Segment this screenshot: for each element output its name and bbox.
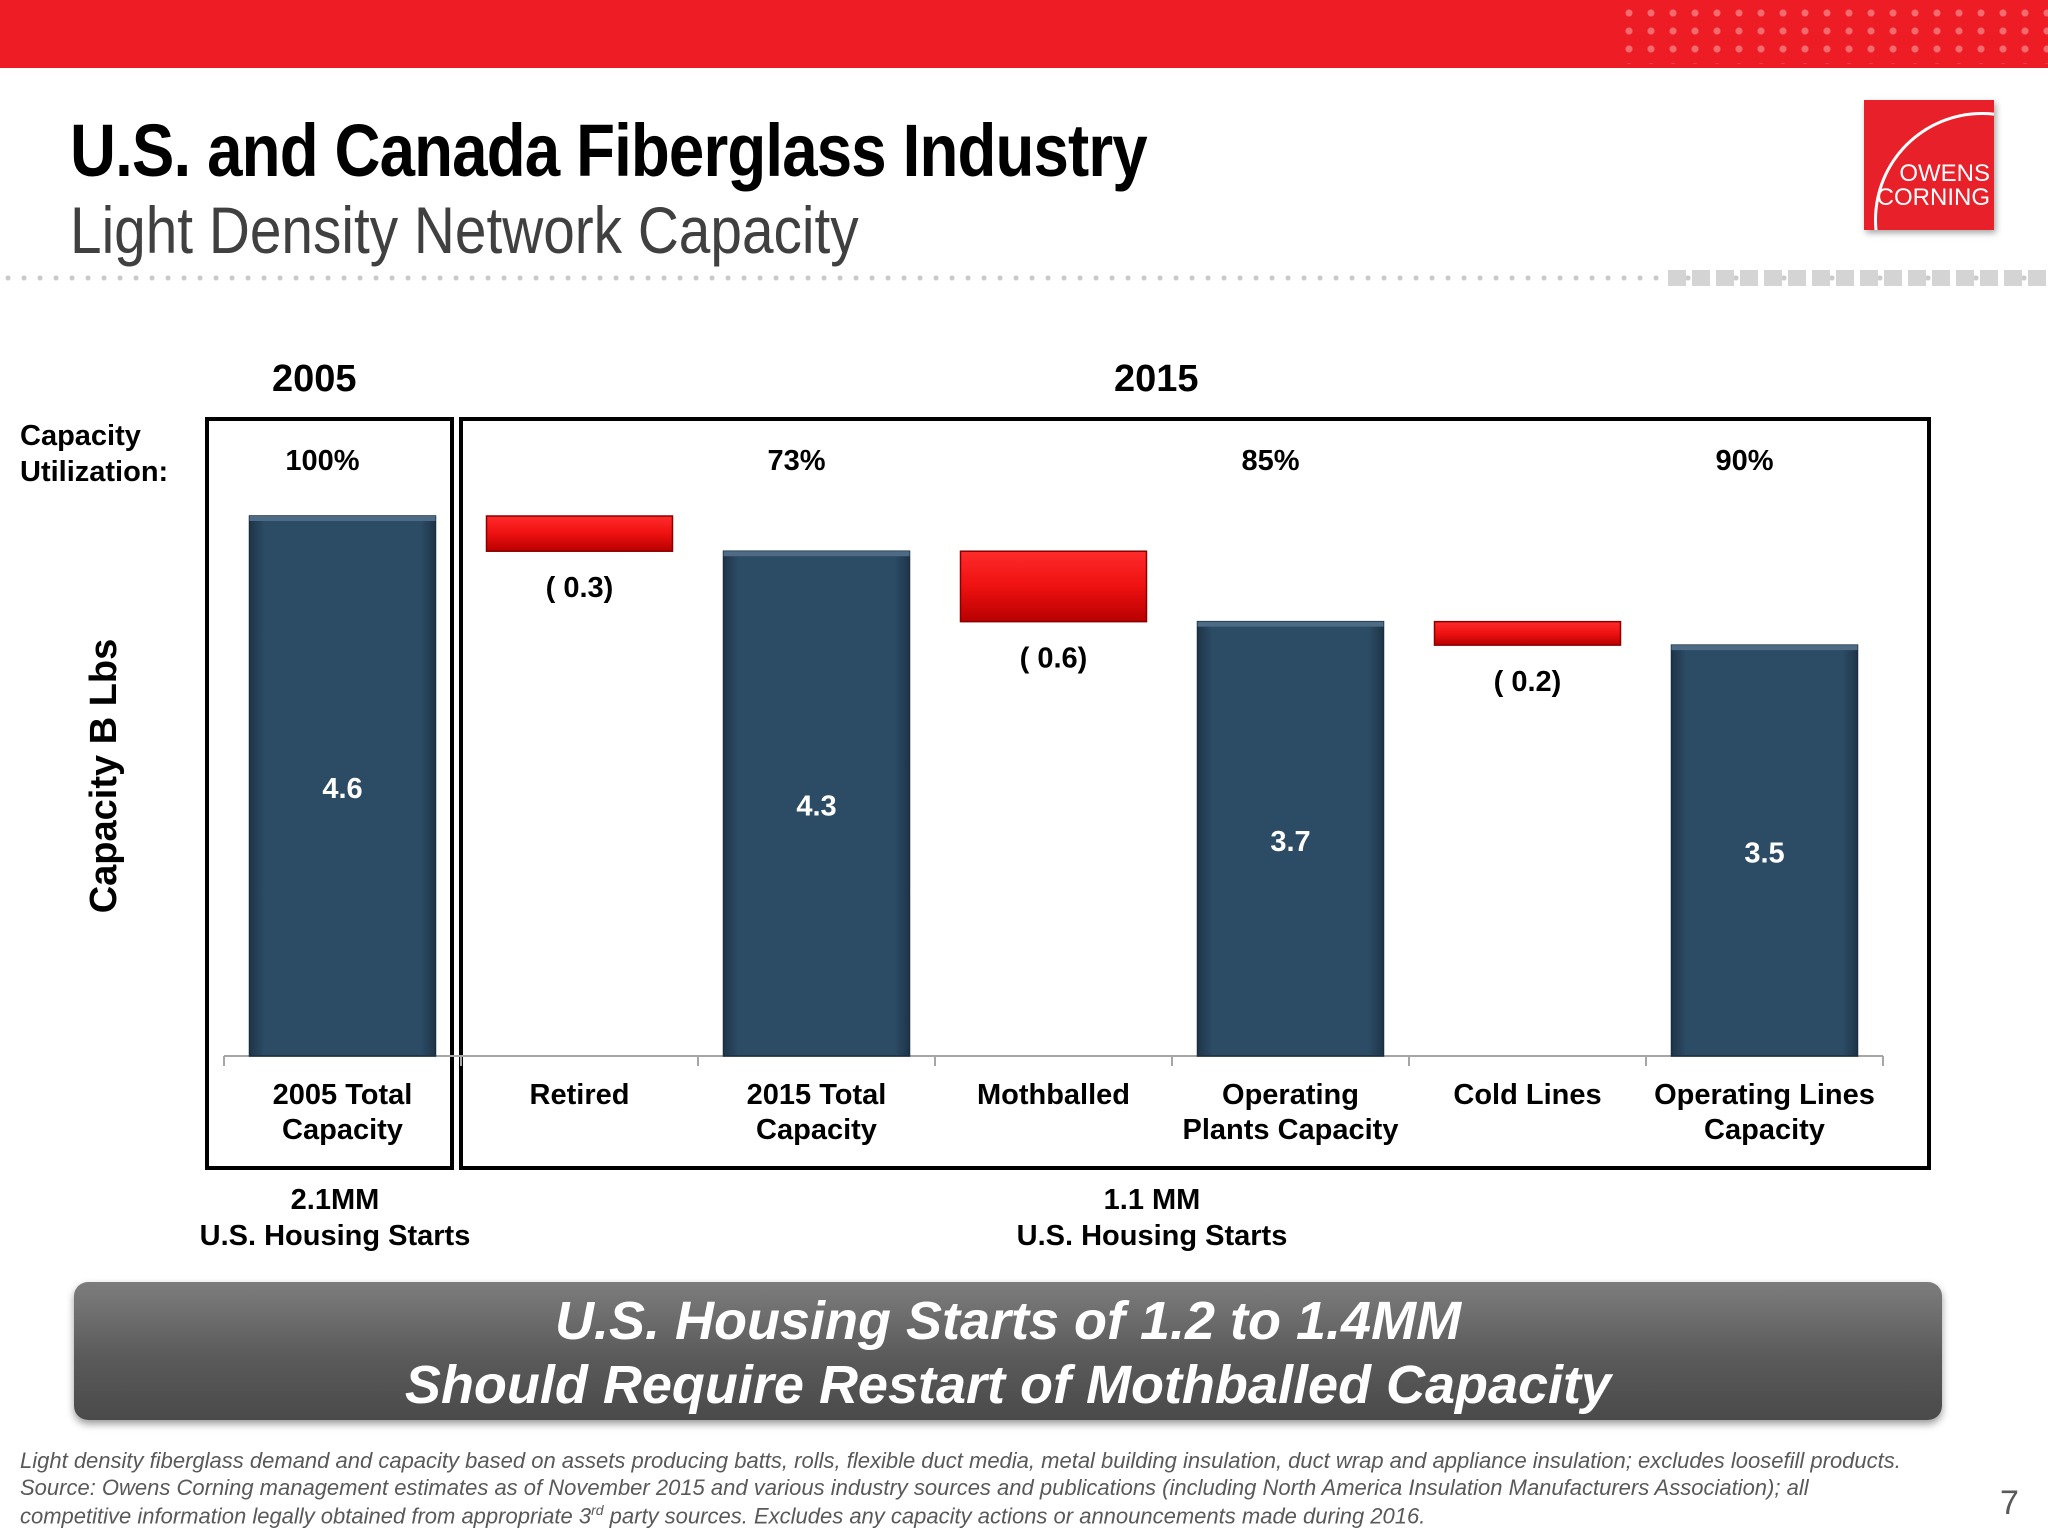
housing-starts-2015-value: 1.1 MM xyxy=(1103,1184,1201,1216)
chart-axis xyxy=(223,1055,1884,1066)
x-category-label-line: Plants Capacity xyxy=(1183,1114,1399,1146)
x-category-label-line: Operating xyxy=(1222,1079,1359,1111)
chart-frames xyxy=(205,417,1931,1170)
footnote-line-3: competitive information legally obtained… xyxy=(20,1502,1425,1529)
footnote-superscript: rd xyxy=(591,1502,604,1518)
total-bar-highlight xyxy=(249,516,436,521)
slide-subtitle: Light Density Network Capacity xyxy=(70,193,859,267)
x-category-label: 2015 Total Capacity xyxy=(747,1079,887,1146)
x-category-label-line: Operating Lines xyxy=(1654,1079,1875,1111)
page-number: 7 xyxy=(2000,1484,2019,1522)
x-category-label-line: Capacity xyxy=(282,1114,403,1146)
utilization-value: 90% xyxy=(1715,445,1773,477)
housing-starts-2005: 2.1MM U.S. Housing Starts xyxy=(150,1182,520,1254)
x-category-label: 2005 Total Capacity xyxy=(273,1079,413,1146)
housing-starts-2015-caption: U.S. Housing Starts xyxy=(1016,1220,1288,1252)
housing-starts-2005-caption: U.S. Housing Starts xyxy=(199,1220,471,1252)
x-category-label-line: Mothballed xyxy=(977,1079,1130,1111)
x-category-label: Cold Lines xyxy=(1453,1079,1601,1111)
banner-line-2: Should Require Restart of Mothballed Cap… xyxy=(404,1355,1612,1415)
chart-bars xyxy=(248,515,1859,1057)
x-category-label-line: Capacity xyxy=(756,1114,877,1146)
total-bar xyxy=(1670,644,1859,1057)
bar-change-label: ( 0.2) xyxy=(1494,666,1562,698)
year-2005-label: 2005 xyxy=(272,358,357,400)
bar-value-label: 3.7 xyxy=(1270,826,1310,858)
owens-corning-logo: OWENS CORNING xyxy=(1864,100,1994,230)
total-bar-highlight xyxy=(1671,645,1858,651)
footnote-line-2: Source: Owens Corning management estimat… xyxy=(20,1475,1809,1500)
bar-change-label: ( 0.6) xyxy=(1020,643,1088,675)
utilization-value: 73% xyxy=(767,445,825,477)
logo-line-1: OWENS xyxy=(1899,160,1990,187)
total-bar xyxy=(1196,620,1385,1057)
logo-line-2: CORNING xyxy=(1876,184,1990,211)
bar-change-label: ( 0.3) xyxy=(546,572,614,604)
footnote-line-1: Light density fiberglass demand and capa… xyxy=(20,1448,1901,1473)
x-category-label: Operating Lines Capacity xyxy=(1654,1079,1875,1146)
frame-2015 xyxy=(459,417,1931,1170)
footnote-line-3-tail: party sources. Excludes any capacity act… xyxy=(603,1503,1426,1529)
housing-starts-2005-value: 2.1MM xyxy=(290,1184,380,1216)
x-category-label-line: 2015 Total xyxy=(747,1079,887,1111)
y-axis-label: Capacity B Lbs xyxy=(83,639,125,914)
title-divider xyxy=(0,274,2048,282)
banner-line-1: U.S. Housing Starts of 1.2 to 1.4MM xyxy=(554,1291,1462,1351)
utilization-value: 85% xyxy=(1241,445,1299,477)
x-category-label-line: Retired xyxy=(530,1079,630,1111)
utilization-heading-line-1: Capacity xyxy=(20,420,141,452)
x-category-label-line: Capacity xyxy=(1704,1114,1825,1146)
total-bar-highlight xyxy=(1197,621,1384,627)
utilization-heading: Capacity Utilization: xyxy=(20,418,168,490)
title-divider-bars xyxy=(1668,270,2048,286)
bar-value-label: 4.6 xyxy=(322,773,362,805)
utilization-heading-line-2: Utilization: xyxy=(20,456,169,488)
footnote-line-3-text: competitive information legally obtained… xyxy=(20,1503,592,1529)
decrease-bar xyxy=(1433,620,1622,646)
frame-2005 xyxy=(205,417,454,1170)
year-2015-label: 2015 xyxy=(1114,358,1199,400)
utilization-value: 100% xyxy=(285,445,359,477)
x-category-label: Retired xyxy=(530,1079,630,1111)
waterfall-chart: 4.6 ( 0.3) 4.3 ( 0.6) 3.7 ( 0.2) 3.5 2005 Total… xyxy=(83,417,1931,1170)
housing-starts-2015: 1.1 MM U.S. Housing Starts xyxy=(952,1182,1352,1254)
x-category-label: Operating Plants Capacity xyxy=(1183,1079,1399,1146)
header-band-pattern xyxy=(1618,4,2048,64)
bar-value-label: 3.5 xyxy=(1744,838,1784,870)
x-category-label: Mothballed xyxy=(977,1079,1130,1111)
chart-labels: 4.6 ( 0.3) 4.3 ( 0.6) 3.7 ( 0.2) 3.5 2005 Total… xyxy=(83,445,1875,1146)
total-bar xyxy=(722,550,911,1057)
decrease-bar xyxy=(485,515,674,552)
bar-value-label: 4.3 xyxy=(796,791,836,823)
x-category-label-line: 2005 Total xyxy=(273,1079,413,1111)
total-bar xyxy=(248,515,437,1057)
total-bar-highlight xyxy=(723,551,910,557)
header-band xyxy=(0,0,2048,68)
slide-title: U.S. and Canada Fiberglass Industry xyxy=(70,109,1148,192)
decrease-bar xyxy=(959,550,1148,623)
logo-text: OWENS CORNING xyxy=(1872,162,1990,210)
conclusion-banner: U.S. Housing Starts of 1.2 to 1.4MM Shou… xyxy=(74,1282,1942,1420)
x-category-label-line: Cold Lines xyxy=(1453,1079,1601,1111)
